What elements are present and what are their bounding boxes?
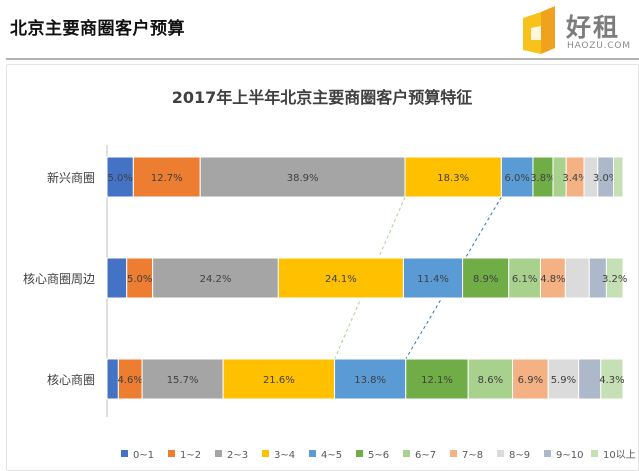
legend-swatch-10 xyxy=(591,450,598,457)
logo-subtext: HAOZU.COM xyxy=(567,41,631,51)
data-label-3-6-7: 8.6% xyxy=(478,375,503,386)
data-label-2-1-2: 5.0% xyxy=(127,274,152,285)
legend-swatch-9-10 xyxy=(544,450,551,457)
bars: 5.0% 12.7% 38.9% 18.3% 6.0% 3.8% 3.4% 3.0% 5.0% 2… xyxy=(106,156,627,400)
data-label-2-10: 3.2% xyxy=(602,274,627,285)
legend-label-6-7: 6~7 xyxy=(415,450,436,461)
bar-segment-3-10 xyxy=(600,358,624,400)
legend-label-7-8: 7~8 xyxy=(462,450,483,461)
bar-segment-2-6-7 xyxy=(508,257,541,299)
legend-swatch-8-9 xyxy=(497,450,504,457)
data-label-1-0-1: 5.0% xyxy=(107,173,132,184)
chart-frame: 2017年上半年北京主要商圈客户预算特征 5.0% 12.7% 38.9% 18.3%… xyxy=(6,64,639,471)
page-title: 北京主要商圈客户预算 xyxy=(10,19,185,39)
bar-segment-3-6-7 xyxy=(467,358,514,400)
logo-text: 好租 xyxy=(566,13,621,42)
legend-item-0-1: 0~1 xyxy=(121,450,154,461)
legend-item-3-4: 3~4 xyxy=(262,450,295,461)
legend-swatch-2-3 xyxy=(215,450,222,457)
legend-swatch-7-8 xyxy=(450,450,457,457)
legend-swatch-5-6 xyxy=(356,450,363,457)
connector-line-2 xyxy=(405,196,502,360)
data-label-1-9-10: 3.0% xyxy=(593,173,618,184)
legend-item-1-2: 1~2 xyxy=(168,450,201,461)
data-label-1-1-2: 12.7% xyxy=(151,173,183,184)
legend-item-8-9: 8~9 xyxy=(497,450,530,461)
legend-label-1-2: 1~2 xyxy=(180,450,201,461)
data-label-2-7-8: 4.8% xyxy=(540,274,565,285)
data-label-2-6-7: 6.1% xyxy=(512,274,537,285)
bar-segment-3-4-5 xyxy=(334,358,407,400)
legend-swatch-6-7 xyxy=(403,450,410,457)
data-label-3-1-2: 4.6% xyxy=(118,375,143,386)
logo: 好租 HAOZU.COM xyxy=(519,4,637,54)
bar-segment-2-5-6 xyxy=(462,257,510,299)
bar-segment-1-3-4 xyxy=(404,156,502,198)
bar-segment-1-2-3 xyxy=(199,156,406,198)
bar-segment-3-9-10 xyxy=(578,358,602,400)
data-label-1-7-8: 3.4% xyxy=(562,173,587,184)
legend-label-5-6: 5~6 xyxy=(368,450,389,461)
bar-segment-1-0-1 xyxy=(106,156,134,198)
legend-swatch-0-1 xyxy=(121,450,128,457)
legend-label-2-3: 2~3 xyxy=(227,450,248,461)
chart-title: 2017年上半年北京主要商圈客户预算特征 xyxy=(172,88,473,107)
data-label-3-3-4: 21.6% xyxy=(263,375,295,386)
data-label-3-10: 4.3% xyxy=(599,375,624,386)
bar-segment-2-8-9 xyxy=(564,257,590,299)
legend-item-5-6: 5~6 xyxy=(356,450,389,461)
data-label-1-2-3: 38.9% xyxy=(287,173,319,184)
legend-swatch-3-4 xyxy=(262,450,269,457)
bar-segment-2-4-5 xyxy=(402,257,464,299)
data-label-3-4-5: 13.8% xyxy=(354,375,386,386)
legend-item-10: 10以上 xyxy=(591,449,636,461)
data-label-1-3-4: 18.3% xyxy=(437,173,469,184)
data-label-3-8-9: 5.9% xyxy=(551,375,576,386)
legend-item-2-3: 2~3 xyxy=(215,450,248,461)
category-label-2: 核心商圈周边 xyxy=(23,271,95,286)
stacked-bar-chart: 2017年上半年北京主要商圈客户预算特征 5.0% 12.7% 38.9% 18.3%… xyxy=(23,88,636,461)
bar-segment-2-3-4 xyxy=(277,257,404,299)
legend-label-10: 10以上 xyxy=(603,449,636,461)
legend-label-9-10: 9~10 xyxy=(556,450,583,461)
legend-label-8-9: 8~9 xyxy=(509,450,530,461)
legend-item-6-7: 6~7 xyxy=(403,450,436,461)
data-label-2-4-5: 11.4% xyxy=(417,274,449,285)
legend-item-7-8: 7~8 xyxy=(450,450,483,461)
legend-label-0-1: 0~1 xyxy=(133,450,154,461)
category-label-1: 新兴商圈 xyxy=(47,170,95,185)
bar-segment-3-3-4 xyxy=(222,358,336,400)
legend-swatch-4-5 xyxy=(309,450,316,457)
logo-mark-icon xyxy=(523,6,555,54)
category-label-3: 核心商圈 xyxy=(47,372,95,387)
data-label-3-7-8: 6.9% xyxy=(518,375,543,386)
bar-segment-3-8-9 xyxy=(547,358,580,400)
data-label-2-2-3: 24.2% xyxy=(200,274,232,285)
title-divider xyxy=(6,58,639,60)
bar-segment-1-10 xyxy=(613,156,624,198)
bar-segment-1-4-5 xyxy=(500,156,534,198)
bar-segment-2-1-2 xyxy=(126,257,154,299)
bar-segment-3-7-8 xyxy=(512,358,549,400)
bar-segment-3-2-3 xyxy=(141,358,224,400)
legend-label-3-4: 3~4 xyxy=(274,450,295,461)
legend-label-4-5: 4~5 xyxy=(321,450,342,461)
bar-segment-2-10 xyxy=(605,257,624,299)
data-label-3-5-6: 12.1% xyxy=(421,375,453,386)
bar-segment-2-2-3 xyxy=(152,257,279,299)
bar-segment-2-0-1 xyxy=(106,257,128,299)
legend-swatch-1-2 xyxy=(168,450,175,457)
data-label-1-5-6: 3.8% xyxy=(530,173,555,184)
legend-item-9-10: 9~10 xyxy=(544,450,583,461)
data-label-3-2-3: 15.7% xyxy=(167,375,199,386)
data-label-2-5-6: 8.9% xyxy=(473,274,498,285)
data-label-2-3-4: 24.1% xyxy=(325,274,357,285)
connector-lines xyxy=(334,196,502,360)
data-label-1-4-5: 6.0% xyxy=(504,173,529,184)
legend: 0~1 1~2 2~3 3~4 4~5 5~6 6~7 7~8 8~9 9~10 10以上 xyxy=(121,449,636,461)
legend-item-4-5: 4~5 xyxy=(309,450,342,461)
